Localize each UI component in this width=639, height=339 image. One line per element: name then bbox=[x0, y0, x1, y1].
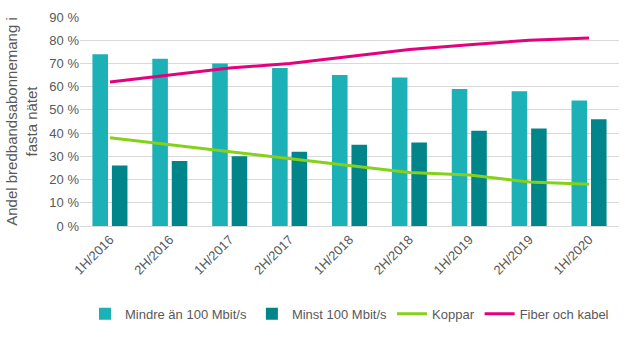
svg-text:10 %: 10 % bbox=[49, 195, 79, 210]
svg-text:90 %: 90 % bbox=[49, 10, 79, 25]
svg-text:Minst 100 Mbit/s: Minst 100 Mbit/s bbox=[292, 307, 387, 322]
svg-text:2H/2018: 2H/2018 bbox=[371, 232, 416, 277]
svg-text:1H/2020: 1H/2020 bbox=[550, 232, 595, 277]
svg-text:1H/2018: 1H/2018 bbox=[311, 232, 356, 277]
svg-text:0 %: 0 % bbox=[57, 219, 80, 234]
svg-text:70 %: 70 % bbox=[49, 56, 79, 71]
svg-text:50 %: 50 % bbox=[49, 102, 79, 117]
svg-text:1H/2016: 1H/2016 bbox=[71, 232, 116, 277]
svg-text:Mindre än 100 Mbit/s: Mindre än 100 Mbit/s bbox=[125, 307, 247, 322]
svg-text:1H/2019: 1H/2019 bbox=[431, 232, 476, 277]
svg-text:Koppar: Koppar bbox=[432, 307, 475, 322]
svg-text:1H/2017: 1H/2017 bbox=[191, 232, 236, 277]
svg-text:30 %: 30 % bbox=[49, 149, 79, 164]
svg-text:60 %: 60 % bbox=[49, 79, 79, 94]
svg-text:2H/2019: 2H/2019 bbox=[491, 232, 536, 277]
svg-text:40 %: 40 % bbox=[49, 126, 79, 141]
svg-text:2H/2017: 2H/2017 bbox=[251, 232, 296, 277]
svg-text:2H/2016: 2H/2016 bbox=[131, 232, 176, 277]
svg-text:80 %: 80 % bbox=[49, 33, 79, 48]
svg-text:Andel bredbandsabonnemang ifas: Andel bredbandsabonnemang ifasta nätet bbox=[3, 17, 40, 226]
svg-text:Fiber och kabel: Fiber och kabel bbox=[520, 307, 609, 322]
svg-text:20 %: 20 % bbox=[49, 172, 79, 187]
